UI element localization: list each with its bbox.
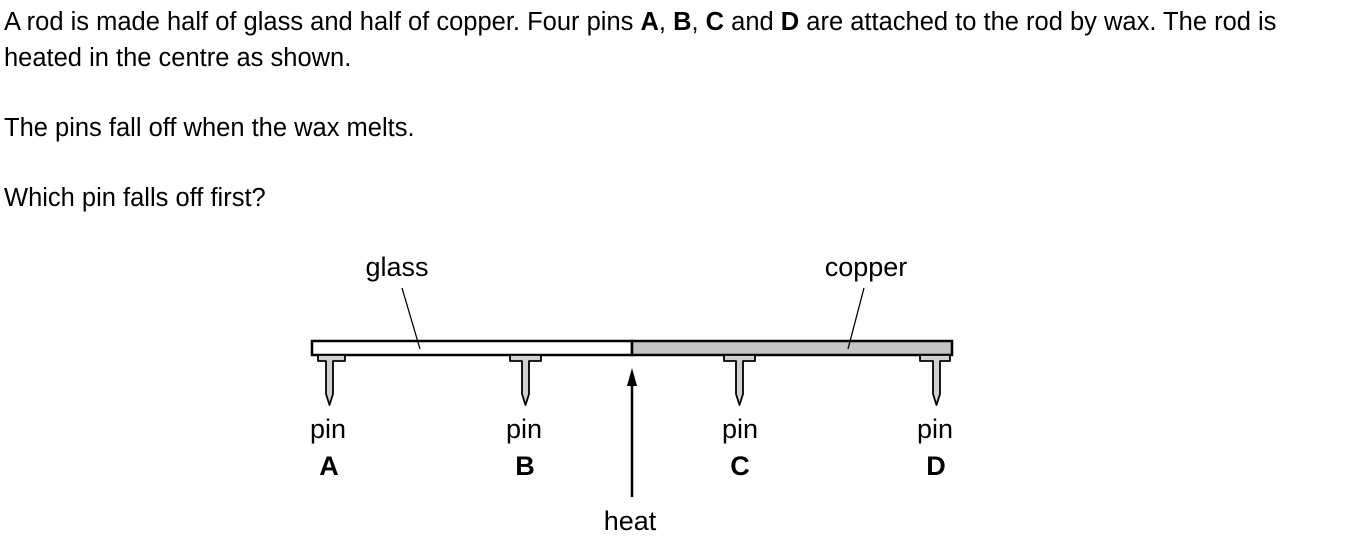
copper-leader-line — [847, 287, 865, 350]
pin-a — [317, 354, 346, 406]
pin-a-ref: A — [640, 8, 659, 36]
pin-d-ref: D — [780, 8, 800, 36]
glass-label: glass — [365, 252, 428, 282]
question-text-part: A rod is made half of glass and half of … — [4, 8, 641, 36]
glass-leader-line — [401, 287, 421, 350]
pin-c-ref: C — [705, 8, 725, 36]
question-paragraph-2: The pins fall off when the wax melts. — [4, 114, 415, 142]
question-text-part: are attached to the rod by wax. The rod … — [4, 8, 1277, 72]
pin-b-word: pin — [506, 414, 542, 444]
pin-c-word: pin — [722, 414, 758, 444]
question-paragraph-3: Which pin falls off first? — [4, 184, 266, 212]
pin-c-shape — [723, 354, 756, 406]
pin-b-letter: B — [515, 451, 535, 481]
pin-c-letter: C — [730, 451, 750, 481]
separator: , — [658, 8, 674, 36]
heat-label: heat — [604, 506, 657, 536]
pin-c — [723, 354, 756, 406]
pin-b-ref: B — [673, 8, 692, 36]
copper-label: copper — [825, 252, 908, 282]
pin-d — [919, 354, 951, 406]
pin-a-word: pin — [310, 414, 346, 444]
pin-d-word: pin — [917, 414, 953, 444]
pin-b-shape — [509, 354, 542, 406]
copper-half — [630, 339, 954, 357]
question-text: A rod is made half of glass and half of … — [4, 4, 1349, 216]
pin-d-letter: D — [926, 451, 946, 481]
pin-a-letter: A — [319, 451, 339, 481]
question-paragraph-1: A rod is made half of glass and half of … — [4, 4, 1349, 76]
pin-b — [509, 354, 542, 406]
glass-half — [310, 339, 634, 357]
pin-d-shape — [919, 354, 951, 406]
separator: and — [724, 8, 781, 36]
heat-arrow-head — [627, 368, 637, 386]
pin-a-shape — [317, 354, 346, 406]
separator: , — [691, 8, 706, 36]
